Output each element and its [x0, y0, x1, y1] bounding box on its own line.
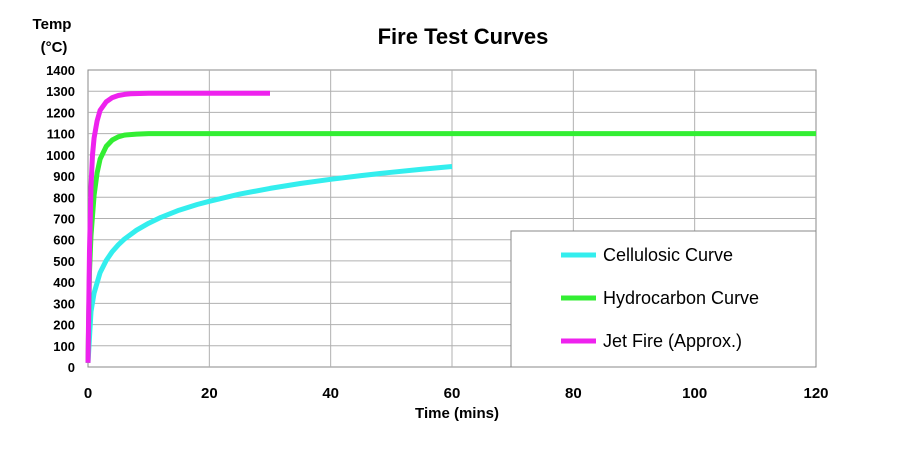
- x-tick-label: 40: [322, 385, 339, 402]
- x-tick-label: 80: [565, 385, 582, 402]
- y-tick-label: 1400: [46, 63, 75, 78]
- legend: Cellulosic Curve Hydrocarbon Curve Jet Fir…: [510, 230, 817, 368]
- y-tick-label: 300: [53, 296, 75, 311]
- x-axis-ticks: 0 20 40 60 80 100 120: [84, 385, 829, 402]
- y-axis-ticks: 0 100 200 300 400 500 600 700 800 900 1000 1100 1200…: [46, 63, 75, 375]
- y-tick-label: 800: [53, 190, 75, 205]
- y-tick-label: 900: [53, 169, 75, 184]
- x-tick-label: 120: [803, 385, 828, 402]
- series-lines: [85, 90, 816, 363]
- legend-label-3: Jet Fire (Approx.): [603, 331, 742, 351]
- y-tick-label: 100: [53, 339, 75, 354]
- y-tick-label: 0: [68, 360, 75, 375]
- y-tick-label: 400: [53, 275, 75, 290]
- y-tick-label: 200: [53, 318, 75, 333]
- y-tick-label: 1300: [46, 84, 75, 99]
- x-tick-label: 60: [444, 385, 461, 402]
- y-tick-label: 500: [53, 254, 75, 269]
- y-tick-label: 1000: [46, 148, 75, 163]
- legend-label-2: Hydrocarbon Curve: [603, 288, 759, 308]
- y-axis-label-line-1: Temp: [33, 16, 72, 33]
- x-tick-label: 20: [201, 385, 218, 402]
- y-tick-label: 1200: [46, 105, 75, 120]
- series-line-3: [85, 90, 270, 363]
- x-tick-label: 100: [682, 385, 707, 402]
- legend-label-1: Cellulosic Curve: [603, 245, 733, 265]
- y-tick-label: 1100: [47, 127, 75, 142]
- y-tick-label: 600: [53, 233, 75, 248]
- x-axis-label: Time (mins): [415, 405, 499, 422]
- series-line-1: [85, 164, 453, 363]
- x-tick-label: 0: [84, 385, 92, 402]
- chart-title: Fire Test Curves: [378, 24, 549, 49]
- y-tick-label: 700: [53, 212, 75, 227]
- y-axis-label-line-2: (°C): [41, 39, 68, 56]
